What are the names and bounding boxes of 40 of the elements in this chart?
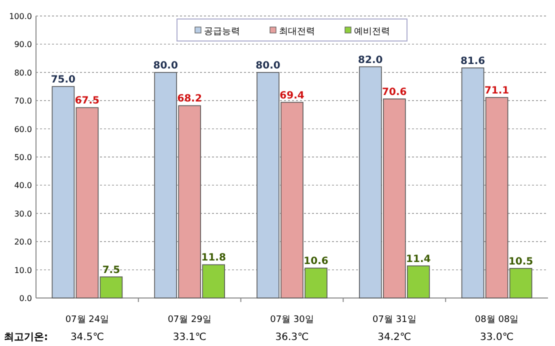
y-tick-label: 70.0 (14, 96, 32, 106)
data-label: 10.6 (304, 256, 328, 268)
x-tick-label: 07월 30일 (270, 315, 314, 325)
legend-label: 최대전력 (279, 27, 315, 37)
data-label: 68.2 (177, 94, 202, 105)
text: 33.0℃ (480, 332, 514, 343)
data-label: 81.6 (460, 56, 486, 67)
text: 36.3℃ (275, 332, 309, 343)
y-tick-label: 80.0 (14, 68, 32, 78)
text: 34.2℃ (378, 332, 412, 343)
x-tick-label: 08월 08일 (474, 315, 519, 325)
data-label: 70.6 (382, 86, 407, 98)
y-tick-label: 60.0 (14, 124, 32, 134)
y-tick-label: 50.0 (14, 153, 32, 162)
data-label: 7.5 (102, 264, 120, 276)
x-tick-label: 07월 31일 (372, 315, 416, 325)
y-tick-label: 40.0 (14, 181, 32, 190)
data-label: 82.0 (358, 54, 383, 66)
legend-label: 공급능력 (204, 27, 240, 37)
y-tick-label: 90.0 (14, 40, 32, 50)
data-label: 69.4 (280, 90, 304, 102)
text: 최고기온: (4, 332, 48, 343)
data-label: 75.0 (50, 74, 76, 86)
y-tick-label: 30.0 (14, 209, 32, 218)
data-label: 67.5 (74, 96, 100, 107)
text: 34.5℃ (70, 332, 104, 343)
y-tick-label: 100.0 (9, 12, 32, 21)
data-label: 80.0 (256, 60, 280, 72)
data-label: 71.1 (484, 86, 510, 96)
y-tick-label: 10.0 (14, 266, 32, 275)
data-label: 11.8 (201, 252, 226, 264)
y-tick-label: 20.0 (14, 238, 32, 247)
x-tick-label: 07월 24일 (65, 315, 110, 325)
x-tick-label: 07월 29일 (168, 315, 212, 325)
data-label: 11.4 (406, 254, 431, 265)
data-label: 10.5 (508, 256, 534, 268)
text: 33.1℃ (172, 332, 206, 343)
data-label: 80.0 (153, 60, 178, 72)
y-tick-label: 0.0 (19, 294, 32, 303)
legend-label: 예비전력 (354, 27, 390, 37)
